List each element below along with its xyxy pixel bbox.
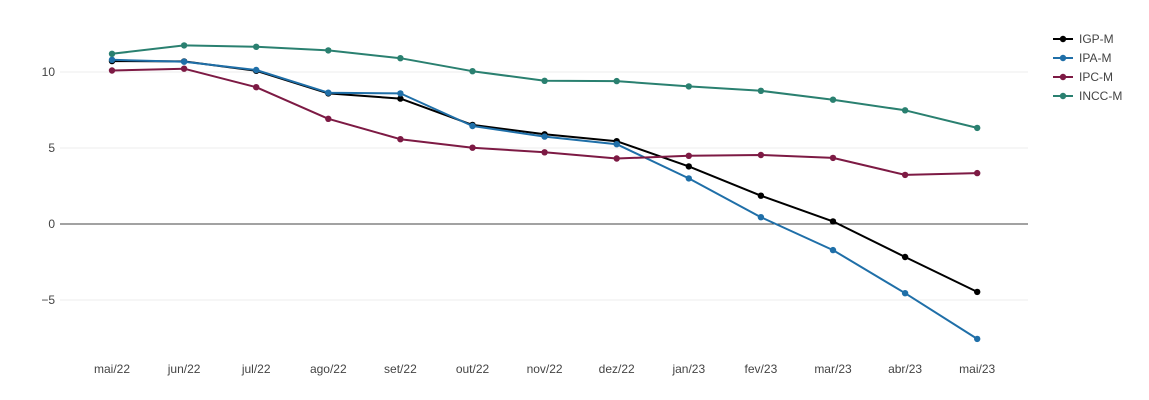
legend-swatch-marker: [1059, 73, 1067, 81]
data-point[interactable]: [829, 218, 837, 225]
series-ipc-m: [108, 65, 981, 179]
legend-label: IPA-M: [1079, 51, 1111, 65]
x-tick-label: fev/23: [745, 362, 778, 376]
data-point[interactable]: [397, 136, 404, 143]
data-point[interactable]: [757, 151, 765, 159]
series-incc-m: [108, 42, 981, 132]
data-point[interactable]: [974, 288, 981, 296]
data-point[interactable]: [901, 107, 909, 114]
series-line: [111, 67, 979, 176]
y-tick-label: −5: [41, 293, 55, 307]
legend[interactable]: IGP-M IPA-M IPC-M INCC-M: [1053, 32, 1122, 103]
data-point[interactable]: [613, 155, 620, 162]
legend-swatch-marker: [1059, 35, 1067, 43]
x-tick-label: out/22: [456, 362, 490, 376]
data-point[interactable]: [974, 124, 981, 132]
data-point[interactable]: [397, 90, 404, 97]
data-point[interactable]: [108, 67, 116, 74]
data-point[interactable]: [829, 154, 837, 162]
data-point[interactable]: [325, 47, 332, 54]
data-point[interactable]: [613, 77, 620, 85]
legend-label: IGP-M: [1079, 32, 1114, 46]
legend-item-igp-m[interactable]: IGP-M: [1053, 32, 1114, 46]
legend-swatch-marker: [1059, 54, 1067, 62]
series-lines: [108, 42, 981, 343]
data-point[interactable]: [469, 144, 476, 151]
gridlines: [60, 71, 1028, 301]
legend-label: IPC-M: [1079, 70, 1113, 84]
data-point[interactable]: [325, 89, 332, 96]
x-tick-label: jan/23: [671, 362, 705, 376]
legend-item-ipa-m[interactable]: IPA-M: [1053, 51, 1111, 65]
y-tick-label: 5: [48, 141, 55, 155]
series-line: [111, 60, 979, 293]
data-point[interactable]: [685, 175, 692, 182]
x-tick-label: ago/22: [310, 362, 347, 376]
data-point[interactable]: [397, 95, 404, 102]
data-point[interactable]: [541, 77, 548, 85]
data-point[interactable]: [108, 56, 116, 63]
data-point[interactable]: [901, 171, 909, 179]
data-point[interactable]: [901, 253, 909, 261]
data-point[interactable]: [180, 65, 188, 72]
data-point[interactable]: [253, 43, 260, 50]
data-point[interactable]: [469, 68, 476, 75]
data-point[interactable]: [108, 50, 116, 57]
data-point[interactable]: [613, 141, 620, 148]
x-tick-label: nov/22: [527, 362, 563, 376]
data-point[interactable]: [253, 84, 260, 91]
data-point[interactable]: [829, 96, 837, 103]
x-tick-label: set/22: [384, 362, 417, 376]
data-point[interactable]: [253, 66, 260, 74]
x-tick-label: mar/23: [814, 362, 852, 376]
data-point[interactable]: [829, 246, 837, 254]
data-point[interactable]: [685, 83, 692, 90]
data-point[interactable]: [397, 55, 404, 62]
series-line: [111, 44, 979, 129]
data-point[interactable]: [469, 122, 476, 130]
legend-item-incc-m[interactable]: INCC-M: [1053, 89, 1122, 103]
data-point[interactable]: [757, 87, 765, 95]
x-tick-label: jul/22: [241, 362, 271, 376]
x-axis-ticks: mai/22 jun/22 jul/22 ago/22 set/22 out/22 nov/…: [94, 362, 996, 376]
data-point[interactable]: [757, 214, 765, 221]
data-point[interactable]: [685, 152, 692, 159]
y-tick-label: 10: [42, 65, 56, 79]
y-axis-ticks: −5 0 5 10: [41, 65, 55, 307]
data-point[interactable]: [685, 163, 692, 170]
data-point[interactable]: [180, 58, 188, 65]
data-point[interactable]: [325, 115, 332, 123]
series-ipa-m: [108, 56, 981, 343]
data-point[interactable]: [974, 335, 981, 343]
y-tick-label: 0: [48, 217, 55, 231]
legend-item-ipc-m[interactable]: IPC-M: [1053, 70, 1113, 84]
data-point[interactable]: [757, 192, 765, 199]
data-point[interactable]: [541, 133, 548, 140]
x-tick-label: mai/23: [959, 362, 995, 376]
x-tick-label: jun/22: [167, 362, 201, 376]
data-point[interactable]: [541, 149, 548, 156]
x-tick-label: dez/22: [599, 362, 635, 376]
legend-swatch-marker: [1059, 92, 1067, 100]
data-point[interactable]: [180, 42, 188, 49]
data-point[interactable]: [974, 169, 981, 177]
legend-label: INCC-M: [1079, 89, 1122, 103]
x-tick-label: abr/23: [888, 362, 922, 376]
x-tick-label: mai/22: [94, 362, 130, 376]
data-point[interactable]: [901, 290, 909, 297]
